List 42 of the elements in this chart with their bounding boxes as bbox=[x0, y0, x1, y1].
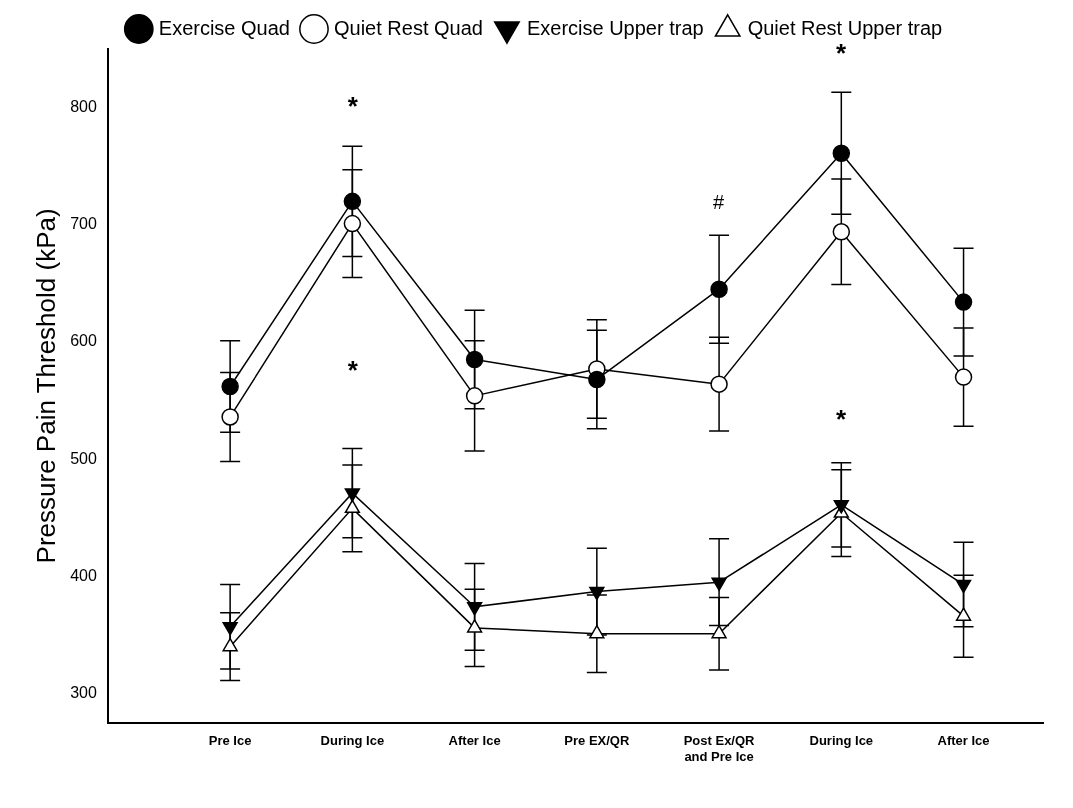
point bbox=[955, 607, 972, 621]
y-axis-title: Pressure Pain Threshold (kPa) bbox=[30, 208, 61, 564]
x-tick-label: Pre Ice bbox=[208, 733, 252, 749]
annotation: * bbox=[835, 404, 847, 435]
point bbox=[954, 368, 973, 386]
point bbox=[711, 624, 727, 639]
point bbox=[710, 375, 728, 393]
point bbox=[588, 370, 606, 389]
point bbox=[221, 377, 239, 396]
point bbox=[710, 280, 728, 298]
legend-label: Exercise Upper trap bbox=[526, 16, 704, 39]
y-tick-label: 800 bbox=[70, 98, 97, 115]
y-tick-label: 300 bbox=[70, 683, 97, 701]
point bbox=[465, 387, 484, 405]
x-tick-label: During Ice bbox=[320, 733, 385, 749]
x-tick-label: Post Ex/QR and Pre Ice bbox=[683, 733, 756, 764]
x-tick-label: After Ice bbox=[937, 733, 990, 749]
point bbox=[589, 624, 605, 639]
legend-label: Exercise Quad bbox=[158, 16, 290, 39]
legend-label: Quiet Rest Quad bbox=[333, 16, 483, 39]
y-tick-label: 400 bbox=[70, 566, 97, 584]
point bbox=[832, 223, 851, 241]
point bbox=[832, 144, 851, 163]
x-tick-label: During Ice bbox=[809, 733, 874, 749]
x-tick-label: After Ice bbox=[448, 733, 501, 749]
point bbox=[343, 192, 362, 211]
legend-label: Quiet Rest Upper trap bbox=[747, 16, 943, 39]
y-tick-label: 600 bbox=[70, 332, 97, 350]
point bbox=[954, 293, 973, 311]
point bbox=[344, 499, 361, 514]
point bbox=[221, 408, 239, 426]
point bbox=[222, 637, 238, 652]
annotation: # bbox=[712, 191, 725, 214]
x-tick-label: Pre EX/QR bbox=[564, 733, 630, 749]
point bbox=[465, 350, 484, 369]
annotation: * bbox=[835, 38, 847, 69]
point bbox=[466, 619, 483, 633]
point bbox=[343, 214, 362, 233]
annotation: * bbox=[347, 90, 359, 121]
y-tick-label: 700 bbox=[70, 215, 97, 233]
annotation: * bbox=[347, 354, 359, 385]
y-tick-label: 500 bbox=[70, 449, 97, 467]
